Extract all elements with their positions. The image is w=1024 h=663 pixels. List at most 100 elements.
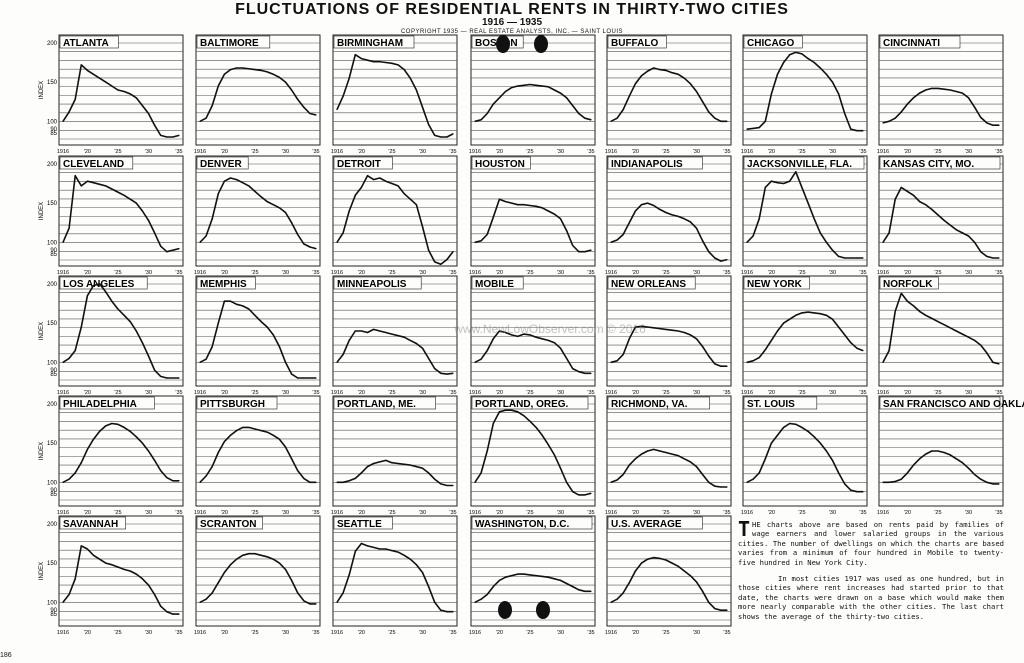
- city-label: NORFOLK: [883, 279, 933, 290]
- data-point: [498, 198, 501, 200]
- city-label: KANSAS CITY, MO.: [883, 159, 974, 170]
- data-point: [446, 136, 448, 138]
- x-tick-label: '25: [114, 510, 121, 516]
- city-label: SCRANTON: [200, 519, 256, 530]
- x-tick-label: '25: [114, 630, 121, 636]
- data-point: [980, 116, 982, 118]
- data-point: [888, 349, 890, 352]
- data-point: [166, 611, 168, 613]
- data-point: [584, 590, 586, 592]
- city-chart: ST. LOUIS 1916 '20 '25 '30 '35: [741, 395, 868, 516]
- data-point: [254, 68, 256, 71]
- data-point: [986, 255, 988, 258]
- data-point: [290, 373, 293, 375]
- x-tick-label: '25: [934, 390, 941, 396]
- rent-index-line: [882, 186, 999, 259]
- data-point: [683, 218, 685, 220]
- data-point: [266, 556, 268, 558]
- data-point: [160, 605, 162, 607]
- x-tick-label: 1916: [194, 510, 206, 516]
- data-point: [62, 481, 64, 483]
- data-point: [789, 180, 791, 182]
- data-point: [559, 218, 562, 220]
- data-point: [427, 123, 430, 126]
- city-label: CHICAGO: [747, 38, 794, 49]
- x-tick-label: '25: [798, 510, 805, 516]
- city-label: BUFFALO: [611, 38, 658, 49]
- y-tick-label: 85: [50, 372, 57, 378]
- data-point: [807, 58, 809, 60]
- data-point: [427, 586, 430, 588]
- x-tick-label: '30: [829, 390, 836, 396]
- y-tick-label: 90: [50, 368, 57, 374]
- x-tick-label: 1916: [331, 270, 343, 276]
- data-point: [973, 473, 976, 476]
- data-point: [900, 478, 902, 480]
- data-point: [535, 575, 537, 577]
- data-point: [172, 480, 174, 482]
- data-point: [535, 84, 537, 86]
- data-point: [135, 202, 137, 204]
- data-point: [689, 575, 691, 577]
- x-tick-label: '30: [145, 390, 152, 396]
- data-point: [628, 95, 630, 97]
- data-point: [850, 342, 852, 344]
- data-point: [689, 461, 691, 463]
- y-tick-label: 100: [47, 360, 58, 366]
- data-point: [260, 196, 262, 198]
- data-point: [68, 357, 70, 359]
- data-point: [348, 574, 350, 576]
- data-point: [74, 472, 76, 474]
- data-point: [831, 459, 834, 461]
- x-tick-label: '35: [723, 510, 730, 516]
- data-point: [931, 208, 933, 210]
- data-point: [135, 573, 137, 575]
- x-tick-label: '25: [388, 270, 395, 276]
- city-chart: CINCINNATI 1916 '20 '25 '30 '35: [877, 34, 1004, 155]
- data-point: [211, 346, 213, 348]
- data-point: [801, 53, 803, 55]
- y-tick-label: 100: [47, 480, 58, 486]
- chart-frame: [606, 155, 732, 267]
- data-point: [153, 232, 156, 234]
- data-point: [498, 330, 501, 332]
- data-point: [695, 466, 698, 468]
- data-point: [708, 111, 710, 113]
- data-point: [248, 185, 250, 187]
- data-point: [925, 453, 927, 455]
- data-point: [474, 361, 476, 363]
- chart-frame: [58, 34, 184, 146]
- city-label-box: [607, 396, 710, 410]
- data-point: [153, 459, 156, 461]
- data-point: [486, 112, 488, 115]
- x-tick-label: '30: [419, 390, 426, 396]
- data-point: [565, 97, 568, 99]
- data-point: [529, 420, 531, 422]
- data-point: [986, 352, 988, 354]
- x-tick-label: '35: [175, 510, 182, 516]
- data-point: [825, 73, 827, 75]
- data-point: [647, 450, 649, 452]
- city-label-box: [59, 516, 126, 530]
- data-point: [572, 244, 574, 247]
- data-point: [379, 330, 381, 332]
- city-label-box: [471, 156, 531, 170]
- data-point: [409, 77, 411, 79]
- data-point: [242, 182, 244, 184]
- city-chart: SCRANTON 1916 '20 '25 '30 '35: [194, 515, 321, 636]
- x-tick-label: '25: [526, 149, 533, 155]
- data-point: [62, 361, 64, 363]
- data-point: [831, 249, 834, 251]
- x-tick-label: 1916: [331, 149, 343, 155]
- data-point: [199, 601, 201, 603]
- data-point: [819, 442, 821, 444]
- city-label: NEW YORK: [747, 279, 803, 290]
- data-point: [776, 330, 779, 332]
- rent-index-line: [336, 542, 453, 613]
- data-point: [590, 249, 592, 251]
- city-label-box: [743, 156, 865, 170]
- data-point: [783, 182, 785, 185]
- data-point: [647, 326, 649, 328]
- city-label-box: [471, 396, 589, 410]
